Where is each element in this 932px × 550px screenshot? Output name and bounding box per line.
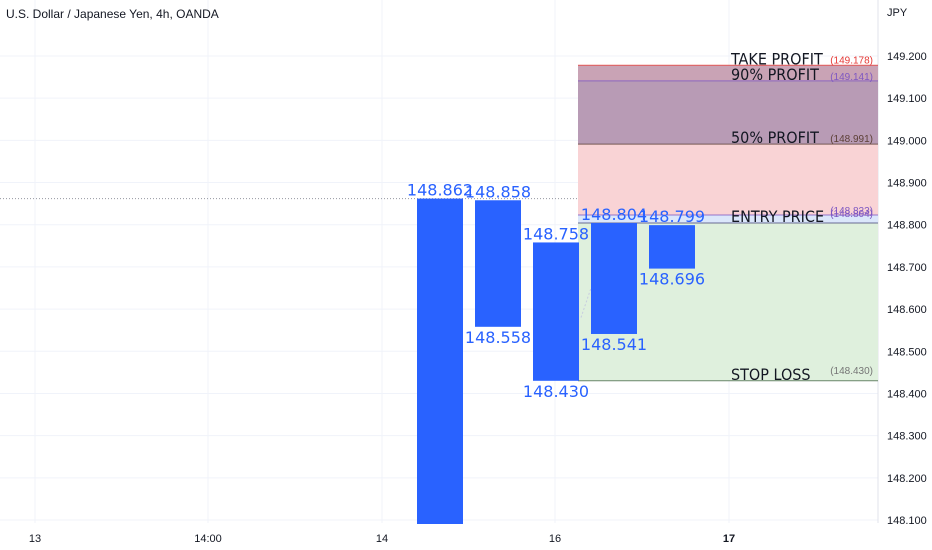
level-value: (149.178): [830, 55, 873, 66]
connector-line: [580, 287, 592, 318]
x-tick-label: 14:00: [194, 533, 222, 545]
level-value: (148.991): [830, 134, 873, 145]
bar-bottom-label: 148.541: [581, 335, 647, 354]
level-name: ENTRY PRICE: [731, 207, 824, 226]
level-value: (148.823): [830, 206, 873, 217]
level-name: TAKE PROFIT: [730, 49, 823, 68]
bar: [417, 198, 463, 525]
x-tick-label: 14: [376, 533, 388, 545]
zone-90-profit: [578, 80, 878, 145]
zone-entry: [578, 215, 878, 224]
level-value: (149.141): [830, 72, 873, 83]
bar: [591, 223, 637, 334]
bar-top-label: 148.862: [407, 181, 473, 200]
y-tick-label: 148.800: [887, 220, 927, 232]
zone-take-profit: [578, 65, 878, 81]
bar-bottom-label: 148.558: [465, 328, 531, 347]
y-tick-label: 149.000: [887, 135, 927, 147]
bar-top-label: 148.858: [465, 182, 531, 201]
level-value: (148.804): [830, 209, 873, 220]
y-tick-label: 149.100: [887, 93, 927, 105]
bar-top-label: 148.799: [639, 207, 705, 226]
level-name: 90% PROFIT: [731, 65, 819, 84]
x-tick-label: 16: [549, 533, 561, 545]
y-tick-label: 148.600: [887, 304, 927, 316]
zone-50-profit: [578, 144, 878, 216]
y-tick-label: 148.500: [887, 346, 927, 358]
x-tick-label: 17: [723, 533, 735, 545]
bar: [649, 225, 695, 269]
bars: [417, 198, 695, 525]
level-name: STOP LOSS: [731, 365, 811, 384]
level-name: 50% PROFIT: [731, 128, 819, 147]
y-tick-label: 148.900: [887, 178, 927, 190]
x-axis-ticks: 13 14:00 14 16 17: [29, 533, 735, 545]
bar-bottom-label: 148.696: [639, 270, 705, 289]
level-value: (148.430): [830, 366, 873, 377]
y-tick-label: 148.300: [887, 431, 927, 443]
x-tick-label: 13: [29, 533, 41, 545]
y-tick-label: 148.400: [887, 388, 927, 400]
bar-bottom-label: 148.430: [523, 382, 589, 401]
bar: [475, 200, 521, 327]
bar-top-label: 148.804: [581, 205, 647, 224]
y-tick-label: 149.200: [887, 51, 927, 63]
y-tick-label: 148.200: [887, 473, 927, 485]
bar: [533, 242, 579, 381]
y-tick-label: 148.700: [887, 262, 927, 274]
y-axis-unit: JPY: [887, 7, 908, 19]
chart-title: U.S. Dollar / Japanese Yen, 4h, OANDA: [6, 7, 219, 21]
y-axis-ticks: 148.100 148.200 148.300 148.400 148.500 148.6…: [887, 51, 927, 527]
bar-top-label: 148.758: [523, 224, 589, 243]
y-tick-label: 148.100: [887, 515, 927, 527]
